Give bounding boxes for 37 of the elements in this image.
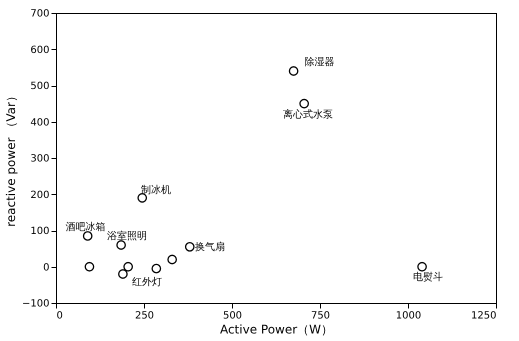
annotation: 电熨斗 [413,270,444,283]
x-axis-title: Active Power（W） [220,322,334,336]
y-tick-label: 0 [43,262,50,274]
y-axis-title: reactive power （Var） [4,90,18,227]
x-tick-label: 0 [56,310,63,322]
annotation: 除湿器 [304,56,335,68]
y-tick-label: 700 [30,8,50,20]
point [82,231,93,241]
point [137,193,148,203]
y-tick-label: 500 [30,81,50,92]
x-tick-label: 1000 [396,310,422,322]
point [167,254,177,264]
point [151,264,162,274]
annotation: 浴室照明 [107,230,148,242]
y-tick-label: −100 [22,298,50,310]
y-tick-label: 400 [30,117,50,128]
y-tick-label: 300 [30,154,50,164]
annotation: 红外灯 [132,276,162,288]
point [299,98,309,108]
point [123,262,133,272]
annotation: 酒吧冰箱 [66,220,106,233]
y-tick-label: 600 [30,44,50,56]
point [184,242,195,252]
point [288,66,298,76]
point [417,262,427,272]
x-tick-label: 250 [134,310,154,322]
y-tick-label: 100 [30,226,50,237]
x-tick-label: 750 [310,310,330,322]
annotation: 换气扇 [194,240,225,253]
y-tick-label: 200 [30,190,50,201]
annotation: 离心式水泵 [283,108,334,121]
point [84,262,94,272]
point [118,269,128,279]
annotation: 制冰机 [141,184,172,196]
x-tick-label: 500 [222,310,242,322]
x-tick-label: 1250 [471,310,496,322]
point [116,240,126,250]
